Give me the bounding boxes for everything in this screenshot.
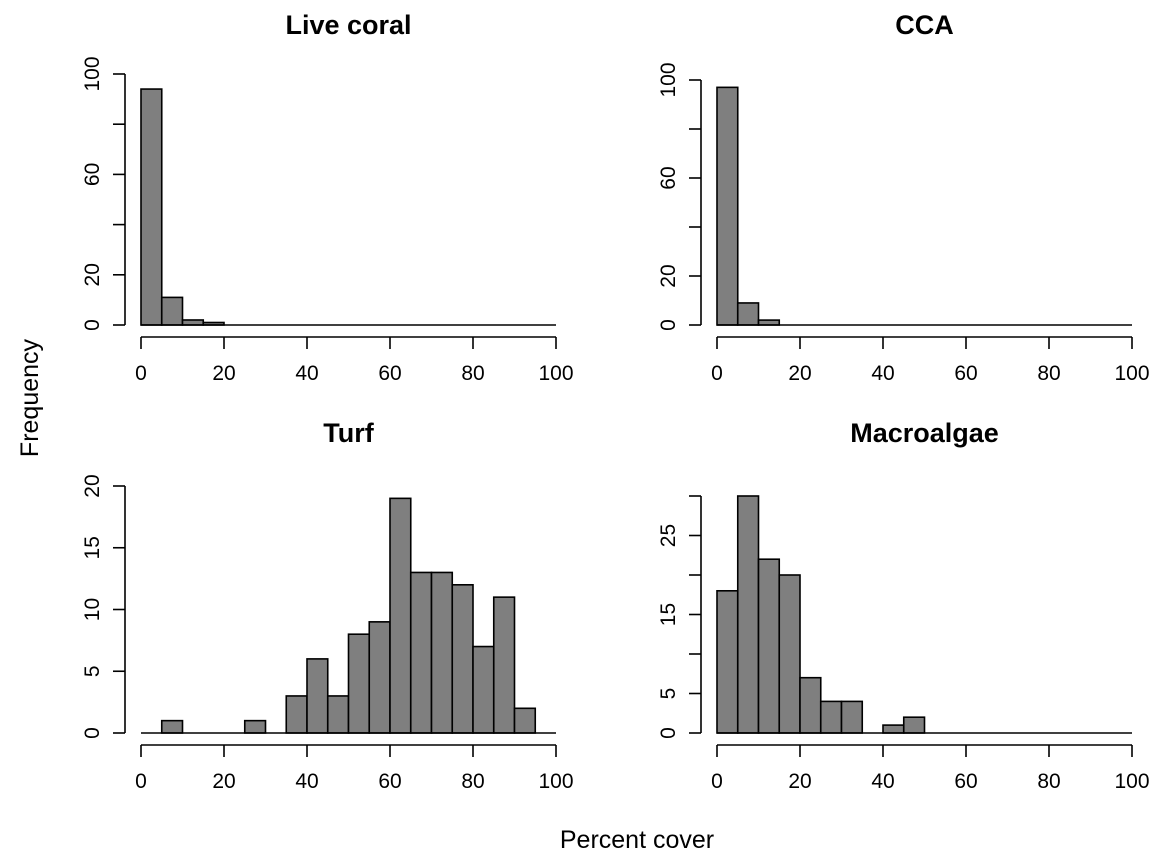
histogram-bar [492,596,516,734]
panel-title: Macroalgae [850,418,999,448]
histogram-bar [409,571,433,734]
x-tick-label: 40 [871,770,894,793]
y-tick-label: 0 [81,727,104,739]
histogram-bar [716,86,739,326]
histogram-bar [513,707,537,734]
y-tick-label: 100 [81,56,104,91]
histogram-bar [326,695,350,734]
histogram-bar [430,571,454,734]
x-tick-label: 80 [1037,770,1060,793]
histogram-bar [840,700,864,734]
x-tick-label: 0 [711,770,723,793]
x-tick-label: 20 [212,770,235,793]
histogram-bar [716,589,739,734]
histogram-bar [285,695,308,734]
histogram-bar [243,719,267,734]
histogram-bar [799,676,822,734]
x-tick-label: 20 [788,770,811,793]
y-axis-title: Frequency [16,338,44,457]
y-tick-label: 60 [81,163,104,186]
y-tick-label: 100 [657,62,680,97]
x-tick-label: 100 [1114,770,1149,793]
y-tick-label: 15 [657,603,680,626]
y-tick-label: 20 [81,263,104,286]
x-tick-label: 20 [212,362,235,385]
x-tick-label: 0 [711,362,723,385]
y-tick-label: 25 [657,524,680,547]
histogram-bar [778,574,801,734]
y-tick-label: 60 [657,166,680,189]
y-tick-label: 5 [657,688,680,700]
x-tick-label: 40 [295,770,318,793]
x-tick-label: 0 [135,770,147,793]
x-tick-label: 40 [295,362,318,385]
histogram-bar [140,88,163,326]
x-tick-label: 60 [954,770,977,793]
x-tick-label: 60 [378,770,401,793]
x-tick-label: 80 [1037,362,1060,385]
panel-title: Turf [323,418,374,448]
y-tick-label: 0 [657,319,680,331]
x-tick-label: 20 [788,362,811,385]
y-tick-label: 5 [81,665,104,677]
x-tick-label: 100 [1114,362,1149,385]
histogram-panel: Macroalgae 0 20 40 60 80 100 0 5 15 25 [657,418,1150,793]
histogram-bar [819,700,843,734]
y-tick-label: 0 [657,727,680,739]
histogram-bar [160,296,184,326]
y-tick-label: 20 [657,264,680,287]
panel-title: CCA [895,10,954,40]
x-tick-label: 60 [954,362,977,385]
x-tick-label: 0 [135,362,147,385]
panel-title: Live coral [285,10,411,40]
histogram-panel: CCA 0 20 40 60 80 100 0 20 60 100 [657,10,1150,385]
y-tick-label: 15 [81,536,104,559]
histogram-bar [472,645,495,734]
y-tick-label: 10 [81,598,104,621]
histogram-bar [160,719,184,734]
x-tick-label: 40 [871,362,894,385]
x-tick-label: 60 [378,362,401,385]
histogram-bar [306,658,329,734]
histogram-panel: Turf 0 20 40 60 80 100 0 5 10 15 20 [81,418,574,793]
histogram-bar [882,724,905,734]
histogram-bar [451,583,474,734]
y-tick-label: 20 [81,474,104,497]
y-tick-label: 0 [81,319,104,331]
x-tick-label: 80 [461,770,484,793]
x-tick-label: 100 [538,770,573,793]
histogram-bar [757,558,781,734]
x-tick-label: 80 [461,362,484,385]
histogram-panel: Live coral 0 20 40 60 80 100 0 20 60 100 [81,10,574,385]
histogram-bar [389,497,412,734]
histogram-bar [736,302,760,326]
x-tick-label: 100 [538,362,573,385]
histogram-bar [736,495,760,734]
histogram-bar [347,633,371,734]
histogram-bar [902,716,926,734]
histogram-bar [368,621,391,734]
x-axis-title: Percent cover [560,826,714,852]
